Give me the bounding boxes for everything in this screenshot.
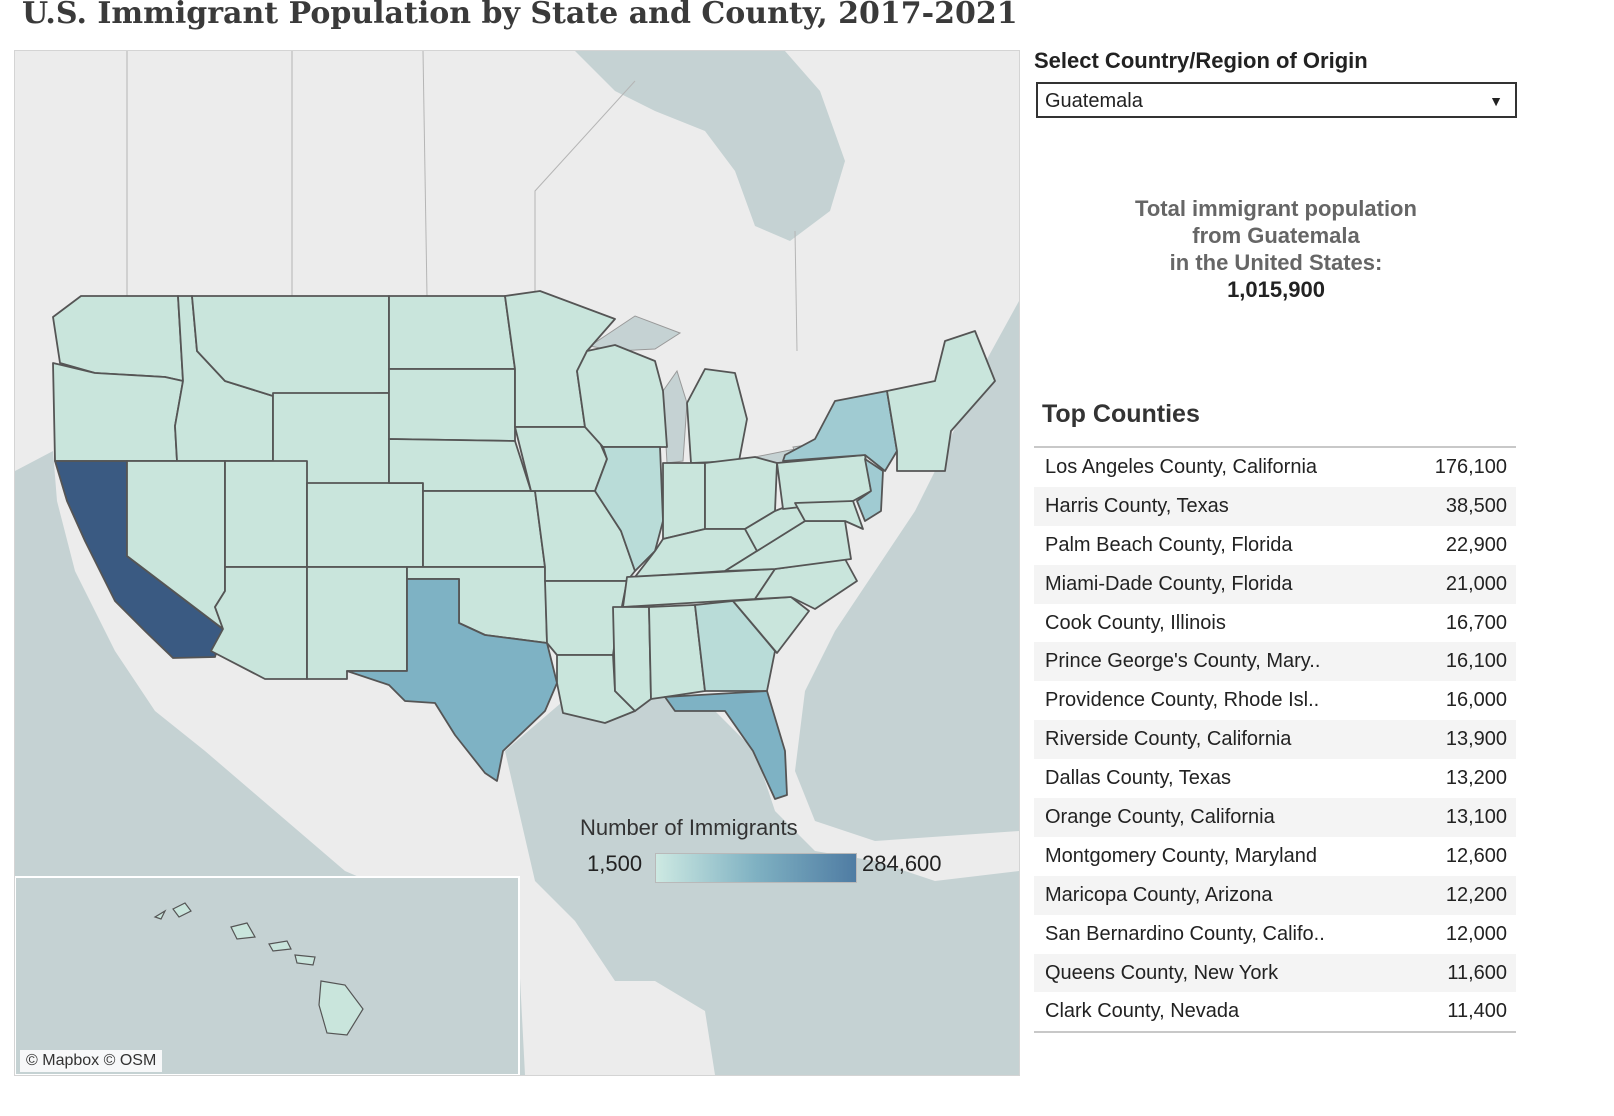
state-illinois[interactable] <box>594 446 664 572</box>
total-value: 1,015,900 <box>1227 277 1325 302</box>
choropleth-map[interactable]: Number of Immigrants 1,500 284,600 © Map… <box>14 50 1020 1076</box>
top-counties-title: Top Counties <box>1042 400 1200 428</box>
county-row[interactable]: Riverside County, California 13,900 <box>1034 720 1516 760</box>
county-value: 11,400 <box>1447 1000 1507 1023</box>
hawaii-inset <box>15 876 520 1075</box>
total-line-1: Total immigrant population <box>1135 196 1417 221</box>
atlantic-ocean <box>795 301 1019 841</box>
state-wisconsin[interactable] <box>576 344 668 448</box>
county-value: 16,700 <box>1445 611 1507 634</box>
us-states[interactable] <box>52 290 996 800</box>
map-attribution[interactable]: © Mapbox © OSM <box>20 1050 163 1072</box>
county-row[interactable]: Dallas County, Texas 13,200 <box>1034 759 1516 798</box>
county-value: 12,000 <box>1445 922 1507 945</box>
state-new-mexico[interactable] <box>306 566 408 680</box>
county-name: Providence County, Rhode Isl.. <box>1045 689 1320 712</box>
top-counties-table: Los Angeles County, California 176,100 Har… <box>1034 446 1516 1034</box>
county-name: Cook County, Illinois <box>1045 611 1226 634</box>
state-florida[interactable] <box>664 690 788 800</box>
county-name: Orange County, California <box>1045 805 1275 828</box>
county-name: San Bernardino County, Califo.. <box>1045 922 1325 945</box>
county-value: 38,500 <box>1445 494 1507 517</box>
county-value: 12,600 <box>1445 844 1507 867</box>
hawaii-islands <box>153 902 364 1036</box>
county-row[interactable]: Providence County, Rhode Isl.. 16,000 <box>1034 681 1516 720</box>
origin-select[interactable]: Guatemala ▼ <box>1036 82 1517 118</box>
total-summary: Total immigrant population from Guatemal… <box>1036 195 1516 303</box>
county-name: Dallas County, Texas <box>1045 767 1232 790</box>
state-georgia[interactable] <box>694 600 776 692</box>
state-louisiana[interactable] <box>556 654 636 724</box>
canada-borders <box>126 51 798 352</box>
county-row[interactable]: Maricopa County, Arizona 12,200 <box>1034 875 1516 915</box>
county-row[interactable]: Palm Beach County, Florida 22,900 <box>1034 526 1516 565</box>
gulf-of-mexico <box>505 691 1019 1075</box>
state-oregon[interactable] <box>52 362 184 462</box>
county-row[interactable]: Cook County, Illinois 16,700 <box>1034 604 1516 643</box>
county-value: 13,900 <box>1445 728 1507 751</box>
county-name: Riverside County, California <box>1045 728 1292 751</box>
state-texas[interactable] <box>346 578 558 782</box>
county-row[interactable]: Miami-Dade County, Florida 21,000 <box>1034 564 1516 604</box>
state-north-dakota[interactable] <box>388 295 516 370</box>
origin-select-label: Select Country/Region of Origin <box>1034 48 1368 73</box>
total-line-2: from Guatemala <box>1192 223 1360 248</box>
state-south-dakota[interactable] <box>388 368 516 442</box>
state-new-england[interactable] <box>886 330 996 472</box>
county-value: 12,200 <box>1445 883 1507 906</box>
county-value: 13,200 <box>1445 767 1507 790</box>
dropdown-arrow-icon[interactable]: ▼ <box>1489 93 1503 109</box>
county-value: 11,600 <box>1447 961 1507 984</box>
county-value: 22,900 <box>1445 533 1507 556</box>
county-name: Clark County, Nevada <box>1045 1000 1240 1023</box>
county-row[interactable]: Harris County, Texas 38,500 <box>1034 486 1516 526</box>
county-row[interactable]: Clark County, Nevada 11,400 <box>1034 992 1516 1031</box>
county-name: Palm Beach County, Florida <box>1045 533 1293 556</box>
state-maryland[interactable] <box>794 500 864 530</box>
legend-color-ramp <box>655 853 857 883</box>
state-alabama[interactable] <box>648 604 706 700</box>
county-value: 176,100 <box>1434 455 1507 478</box>
state-mississippi[interactable] <box>612 606 652 712</box>
county-name: Los Angeles County, California <box>1045 455 1318 478</box>
state-utah[interactable] <box>224 460 308 568</box>
county-value: 13,100 <box>1445 805 1507 828</box>
county-row[interactable]: San Bernardino County, Califo.. 12,000 <box>1034 915 1516 954</box>
county-value: 16,000 <box>1445 689 1507 712</box>
county-row[interactable]: Montgomery County, Maryland 12,600 <box>1034 837 1516 876</box>
state-indiana[interactable] <box>662 462 706 540</box>
state-nebraska[interactable] <box>388 438 532 492</box>
county-row[interactable]: Queens County, New York 11,600 <box>1034 953 1516 993</box>
origin-select-value: Guatemala <box>1045 90 1143 112</box>
total-line-3: in the United States: <box>1169 250 1383 275</box>
legend-max-value: 284,600 <box>862 851 942 876</box>
county-row[interactable]: Los Angeles County, California 176,100 <box>1034 448 1516 487</box>
county-name: Maricopa County, Arizona <box>1045 883 1273 906</box>
county-name: Prince George's County, Mary.. <box>1045 650 1321 673</box>
legend-title: Number of Immigrants <box>580 815 798 840</box>
hudson-bay <box>575 51 845 241</box>
legend-min-value: 1,500 <box>587 851 643 876</box>
state-new-jersey[interactable] <box>856 458 884 522</box>
county-row[interactable]: Prince George's County, Mary.. 16,100 <box>1034 642 1516 682</box>
map-canvas[interactable] <box>15 51 1019 1075</box>
state-colorado[interactable] <box>306 482 424 568</box>
county-name: Miami-Dade County, Florida <box>1045 572 1293 595</box>
page-title: U.S. Immigrant Population by State and C… <box>22 0 1018 31</box>
county-value: 21,000 <box>1445 572 1507 595</box>
state-kansas[interactable] <box>422 490 546 568</box>
county-name: Montgomery County, Maryland <box>1045 844 1317 867</box>
county-value: 16,100 <box>1445 650 1507 673</box>
county-row[interactable]: Orange County, California 13,100 <box>1034 798 1516 837</box>
county-name: Harris County, Texas <box>1045 494 1229 517</box>
county-name: Queens County, New York <box>1045 961 1279 984</box>
